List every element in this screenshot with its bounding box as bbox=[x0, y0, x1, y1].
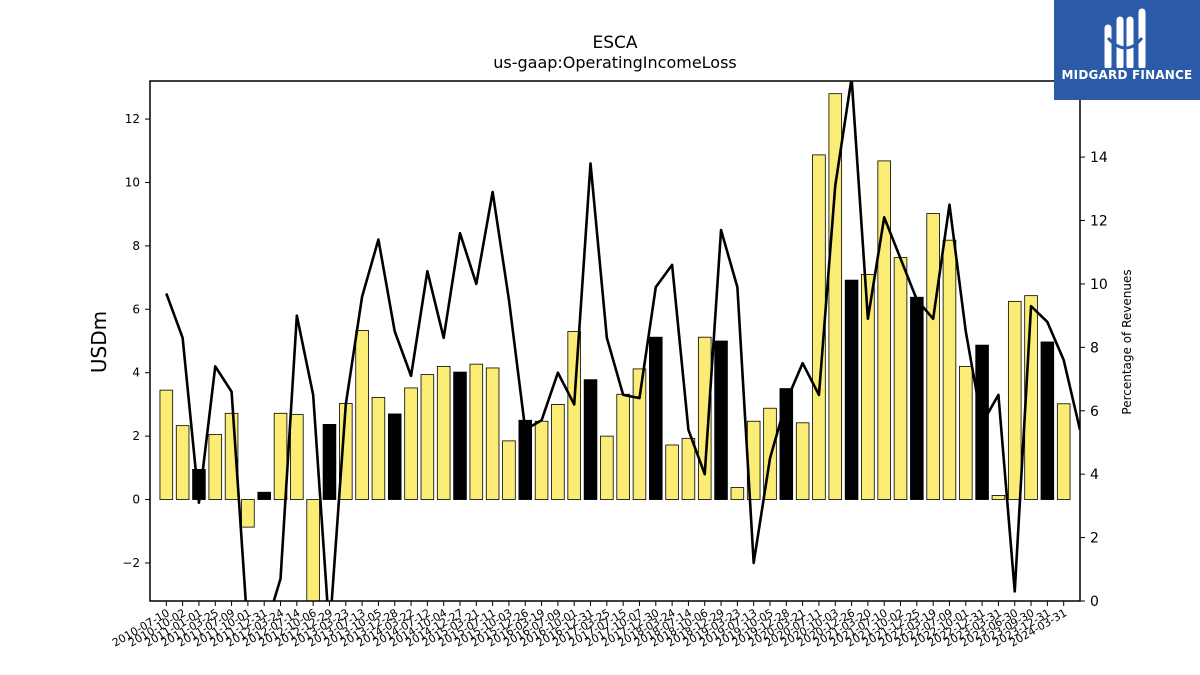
bar-2022-10-01 bbox=[959, 365, 973, 500]
bar-2018-07-14 bbox=[681, 437, 696, 500]
bar-2011-03-25 bbox=[208, 434, 223, 500]
y-tick-label: 12 bbox=[125, 112, 140, 126]
bar-2012-12-29 bbox=[322, 423, 337, 500]
bar-2013-12-28 bbox=[387, 413, 402, 500]
bar-2022-07-09 bbox=[942, 239, 957, 500]
bar-2023-03-31 bbox=[991, 495, 1006, 500]
bar-2014-03-22 bbox=[404, 387, 418, 500]
bar-2014-10-04 bbox=[436, 365, 451, 500]
y-axis-label: USDm bbox=[87, 311, 111, 373]
brand-logo: MIDGARD FINANCE bbox=[1054, 0, 1200, 100]
bar-2014-07-12 bbox=[420, 374, 435, 500]
bar-2011-10-01 bbox=[241, 499, 255, 528]
bar-2012-10-06 bbox=[306, 499, 320, 601]
y2-tick-label: 0 bbox=[1090, 594, 1099, 610]
y-tick-label: 10 bbox=[125, 175, 140, 189]
y-tick-label: 0 bbox=[132, 493, 140, 507]
bar-2017-10-07 bbox=[632, 368, 647, 500]
bar-2015-12-26 bbox=[518, 419, 533, 500]
bar-2016-12-31 bbox=[583, 379, 598, 500]
y-tick-label: −2 bbox=[122, 556, 140, 570]
bar-2018-12-29 bbox=[714, 340, 728, 500]
bar-2021-03-20 bbox=[861, 274, 875, 500]
bar-2010-10-02 bbox=[175, 425, 190, 500]
bar-2013-07-13 bbox=[355, 330, 369, 500]
bar-2022-03-19 bbox=[926, 213, 940, 500]
bar-2021-12-25 bbox=[910, 296, 924, 500]
bar-2013-10-05 bbox=[371, 397, 386, 500]
bar-2024-03-31 bbox=[1056, 403, 1071, 500]
bar-2010-07-10 bbox=[159, 389, 174, 500]
bar-2017-07-15 bbox=[616, 393, 630, 500]
bar-2019-03-23 bbox=[730, 487, 745, 500]
y-tick-label: 6 bbox=[132, 302, 140, 316]
bar-2015-10-03 bbox=[502, 440, 516, 500]
midgard-logo-icon bbox=[1104, 8, 1146, 68]
chart-subtitle: us-gaap:OperatingIncomeLoss bbox=[493, 53, 737, 72]
bar-2020-12-26 bbox=[844, 279, 859, 500]
y2-tick-label: 4 bbox=[1090, 467, 1099, 483]
bar-2014-12-27 bbox=[453, 371, 467, 500]
y2-tick-label: 6 bbox=[1090, 404, 1099, 420]
bar-2017-12-30 bbox=[649, 336, 663, 500]
bar-2020-10-03 bbox=[828, 93, 843, 500]
plot-frame bbox=[149, 80, 1081, 602]
bar-2018-10-06 bbox=[697, 336, 712, 500]
bar-2015-03-21 bbox=[469, 363, 484, 500]
y2-tick-label: 2 bbox=[1090, 531, 1099, 547]
bar-2016-03-19 bbox=[534, 420, 549, 500]
bar-2018-03-24 bbox=[665, 444, 679, 500]
y-tick-label: 8 bbox=[132, 239, 140, 253]
bar-2023-06-30 bbox=[1007, 300, 1022, 500]
y-tick-label: 2 bbox=[132, 429, 140, 443]
line-percentage-of-revenues bbox=[165, 81, 1080, 601]
y2-tick-label: 10 bbox=[1090, 277, 1108, 293]
bar-2011-12-31 bbox=[257, 491, 271, 500]
y2-axis-label: Percentage of Revenues bbox=[1120, 269, 1134, 414]
axes: −202468101202468101214162010-07-102010-1… bbox=[110, 80, 1108, 650]
bar-2012-07-14 bbox=[290, 414, 304, 500]
bar-2021-07-10 bbox=[877, 160, 891, 500]
bar-2017-03-25 bbox=[600, 435, 614, 500]
bar-2023-12-31 bbox=[1040, 341, 1055, 500]
y2-tick-label: 14 bbox=[1090, 150, 1108, 166]
bar-2020-03-21 bbox=[795, 422, 810, 500]
brand-name: MIDGARD FINANCE bbox=[1061, 68, 1193, 82]
y-tick-label: 4 bbox=[132, 366, 140, 380]
bar-2021-10-02 bbox=[893, 257, 908, 500]
y2-tick-label: 8 bbox=[1090, 340, 1099, 356]
line-series bbox=[165, 81, 1080, 601]
y2-tick-label: 12 bbox=[1090, 214, 1108, 230]
bar-series bbox=[159, 93, 1071, 601]
bar-2015-07-11 bbox=[485, 367, 500, 500]
chart-title: ESCA bbox=[592, 33, 637, 53]
bar-2016-07-09 bbox=[551, 404, 565, 500]
